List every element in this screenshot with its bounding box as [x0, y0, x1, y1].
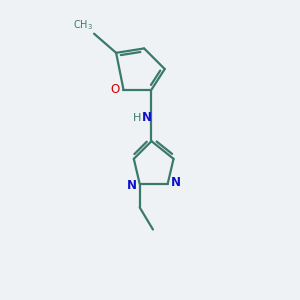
Text: CH$_3$: CH$_3$: [74, 18, 94, 32]
Text: N: N: [127, 179, 136, 192]
Text: N: N: [142, 111, 152, 124]
Text: H: H: [133, 112, 142, 123]
Text: N: N: [171, 176, 181, 189]
Text: O: O: [111, 83, 120, 96]
